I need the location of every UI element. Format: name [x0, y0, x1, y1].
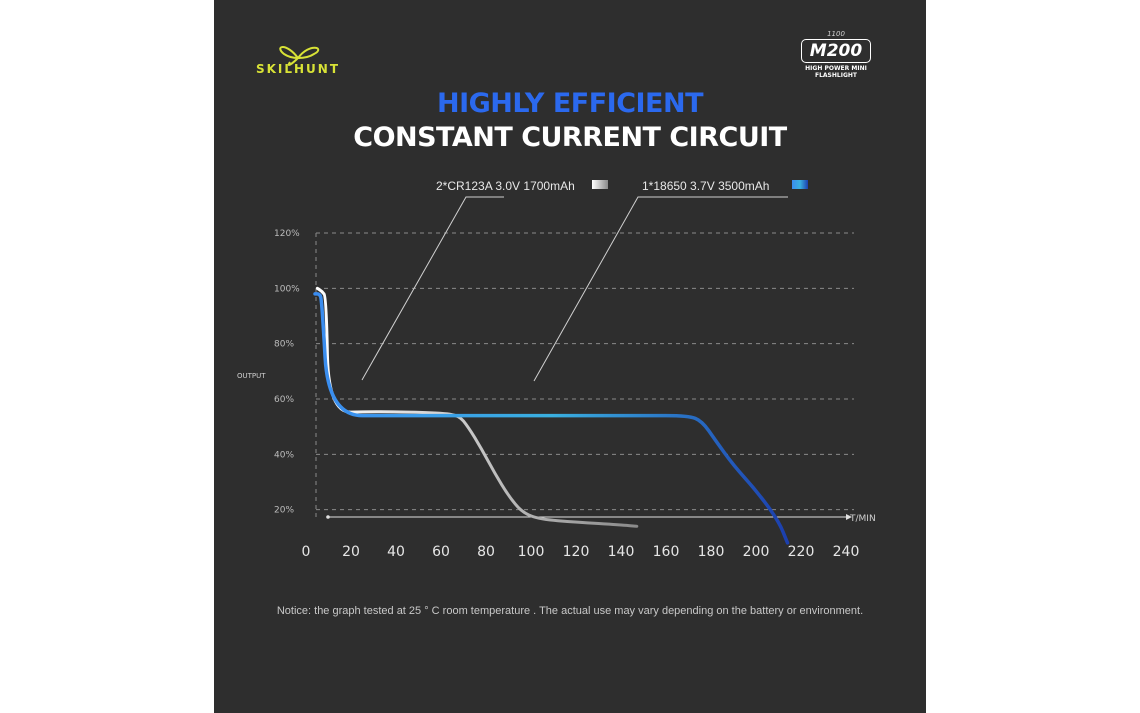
x-tick-label: 200: [743, 544, 770, 560]
model-badge: 1100 M200 HIGH POWER MINI FLASHLIGHT: [796, 30, 876, 79]
x-axis-label: T/MIN: [849, 514, 876, 524]
x-axis-start-dot: [326, 515, 330, 519]
y-tick-label: 100%: [274, 284, 300, 294]
data-point: [440, 412, 442, 414]
data-point: [755, 490, 757, 492]
legend-leader-cr123a: [361, 196, 504, 381]
notice-text: Notice: the graph tested at 25 ° C room …: [276, 605, 864, 617]
legend-label-cr123a: 2*CR123A 3.0V 1700mAh: [436, 179, 575, 193]
data-point: [494, 473, 496, 475]
y-tick-label: 60%: [274, 395, 294, 405]
legend: 2*CR123A 3.0V 1700mAh 1*18650 3.7V 3500m…: [361, 179, 808, 382]
data-point: [321, 290, 323, 292]
model-lumens: 1100: [827, 30, 845, 38]
grid-lines: [315, 232, 854, 517]
brand-name: SKILHUNT: [255, 62, 341, 76]
x-tick-label: 240: [833, 544, 860, 560]
model-name: M200: [801, 39, 871, 63]
y-tick-label: 120%: [274, 229, 300, 239]
data-point: [620, 524, 622, 526]
data-point: [643, 415, 645, 417]
data-point: [326, 296, 328, 298]
series-layer: [313, 286, 790, 545]
x-tick-label: 0: [302, 544, 311, 560]
y-axis-label: OUTPUT: [237, 372, 266, 380]
x-tick-label: 140: [608, 544, 635, 560]
x-tick-labels: 0 20 40 60 80 100 120 140 160 180 200 220 240: [302, 544, 860, 560]
data-point: [395, 415, 397, 417]
x-tick-label: 80: [477, 544, 495, 560]
data-point: [373, 411, 375, 413]
data-point: [778, 520, 780, 522]
x-tick-label: 20: [342, 544, 360, 560]
x-tick-label: 160: [653, 544, 680, 560]
skilhunt-logo-icon: [279, 46, 320, 66]
data-point: [319, 293, 321, 295]
y-tick-label: 20%: [274, 506, 294, 516]
y-tick-label: 40%: [274, 450, 294, 460]
data-point: [317, 288, 319, 290]
x-axis-arrow-icon: [846, 514, 852, 520]
series-line-cr123a: [315, 286, 639, 528]
data-point: [521, 512, 523, 514]
legend-swatch-18650: [792, 180, 808, 189]
data-point: [481, 448, 483, 450]
legend-leader-18650: [533, 196, 788, 382]
discharge-chart: 120% 100% 80% 60% 40% 20% 0 20 40 60 80 100 120 140 1…: [237, 179, 876, 560]
x-tick-label: 40: [387, 544, 405, 560]
model-subtitle-1: HIGH POWER MINI: [805, 65, 867, 72]
x-tick-label: 180: [698, 544, 725, 560]
poster-panel: SKILHUNT 1100 M200 HIGH POWER MINI FLASH…: [214, 0, 926, 713]
x-tick-label: 220: [788, 544, 815, 560]
title-line-1: HIGHLY EFFICIENT: [436, 88, 704, 119]
x-tick-label: 100: [518, 544, 545, 560]
data-point: [701, 420, 703, 422]
x-tick-label: 120: [563, 544, 590, 560]
data-point: [328, 412, 330, 414]
series-line-18650: [313, 292, 790, 545]
data-point: [636, 526, 638, 528]
model-subtitle-2: FLASHLIGHT: [814, 72, 857, 79]
data-point: [508, 495, 510, 497]
data-point: [539, 519, 541, 521]
data-point: [467, 426, 469, 428]
data-point: [715, 440, 717, 442]
y-tick-label: 80%: [274, 340, 294, 350]
data-point: [530, 415, 532, 417]
data-point: [787, 542, 789, 544]
y-tick-labels: 120% 100% 80% 60% 40% 20%: [274, 229, 300, 516]
data-point: [733, 465, 735, 467]
data-point: [328, 415, 330, 417]
data-point: [575, 521, 577, 523]
x-tick-label: 60: [432, 544, 450, 560]
legend-swatch-cr123a: [592, 180, 608, 189]
data-point: [688, 415, 690, 417]
data-point: [314, 293, 316, 295]
legend-label-18650: 1*18650 3.7V 3500mAh: [642, 179, 769, 193]
data-point: [321, 299, 323, 301]
title-line-2: CONSTANT CURRENT CIRCUIT: [353, 122, 787, 153]
